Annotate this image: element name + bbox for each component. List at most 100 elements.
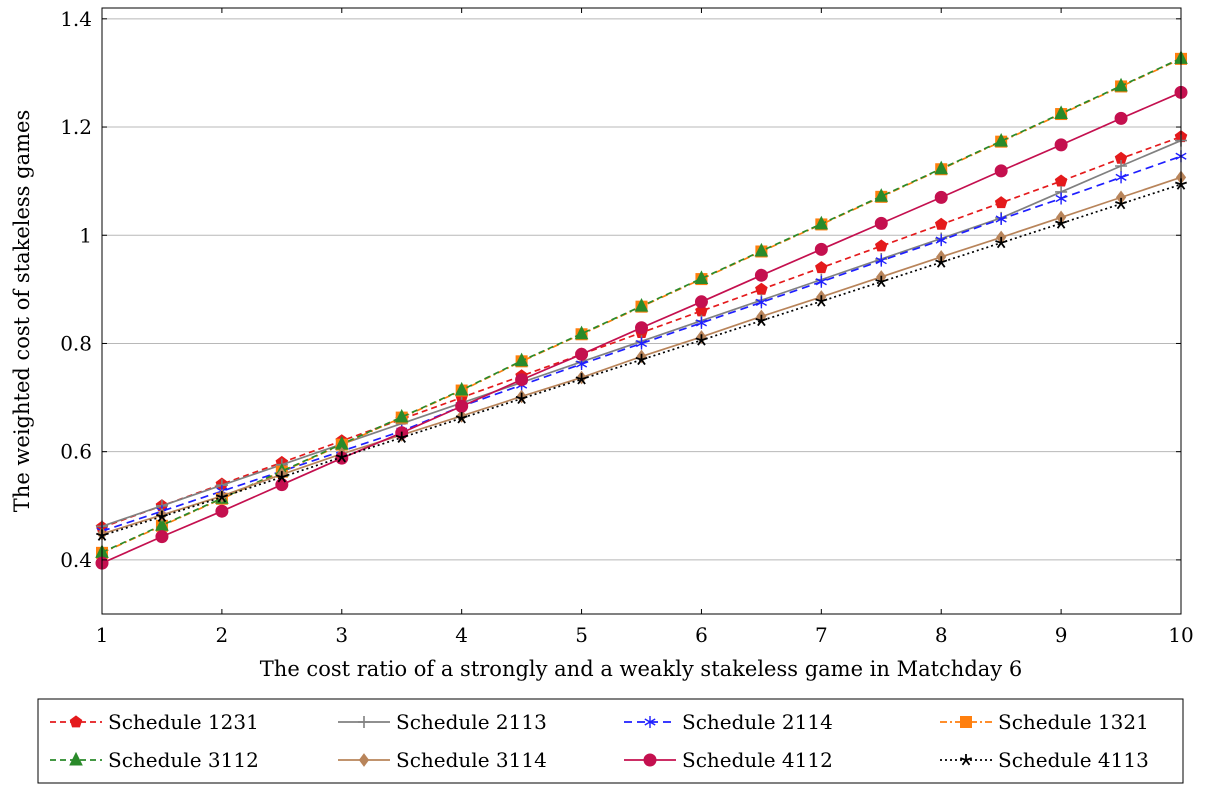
x-tick-label: 2: [216, 623, 229, 647]
data-point-schedule-4113: [215, 491, 228, 503]
legend-entry-schedule-1231: Schedule 1231: [50, 710, 259, 734]
data-point-schedule-3112: [454, 381, 469, 396]
legend-label: Schedule 3114: [396, 748, 547, 772]
legend-swatch-marker: [644, 716, 656, 728]
legend-entry-schedule-4112: Schedule 4112: [624, 748, 833, 772]
data-point-schedule-4112: [754, 268, 768, 282]
data-point-schedule-4113: [575, 373, 588, 385]
data-point-schedule-2114: [635, 337, 648, 350]
data-point-schedule-4112: [515, 373, 529, 387]
series-layer: [95, 50, 1188, 570]
data-point-schedule-3112: [574, 325, 589, 340]
data-point-schedule-2113: [1115, 159, 1128, 172]
data-point-schedule-4113: [455, 412, 468, 424]
legend-label: Schedule 4112: [682, 748, 833, 772]
data-point-schedule-4112: [1114, 111, 1128, 125]
x-tick-label: 3: [335, 623, 348, 647]
x-tick-label: 9: [1055, 623, 1068, 647]
legend-label: Schedule 2114: [682, 710, 833, 734]
series-schedule-4113: [96, 178, 1187, 541]
data-point-schedule-3112: [394, 408, 409, 423]
legend-label: Schedule 4113: [998, 748, 1149, 772]
legend-label: Schedule 3112: [108, 748, 259, 772]
plot-area-frame: [101, 7, 1182, 615]
data-point-schedule-4112: [814, 242, 828, 256]
data-point-schedule-2114: [755, 296, 767, 309]
data-point-schedule-4113: [155, 510, 168, 522]
data-point-schedule-1231: [755, 282, 768, 295]
y-axis-label: The weighted cost of stakeless games: [10, 110, 34, 512]
data-point-schedule-2114: [815, 275, 827, 288]
data-point-schedule-2114: [935, 234, 947, 247]
legend-entry-schedule-2113: Schedule 2113: [338, 710, 547, 734]
legend-entries: Schedule 1231 Schedule 2113 Schedule 2114 S…: [50, 710, 1149, 772]
x-tick-label: 5: [575, 623, 588, 647]
data-point-schedule-4112: [994, 164, 1008, 178]
data-point-schedule-4113: [515, 392, 528, 405]
x-tick-label: 10: [1168, 623, 1193, 647]
data-point-schedule-4113: [335, 451, 348, 463]
x-axis-ticks: 1 2 3 4 5 6 7 8 9 10: [96, 8, 1194, 647]
data-point-schedule-4112: [215, 504, 229, 518]
data-point-schedule-3112: [694, 270, 709, 285]
data-point-schedule-3112: [874, 188, 889, 202]
y-axis-ticks: 0.4 0.6 0.8 1 1.2 1.4: [60, 7, 1181, 572]
data-point-schedule-4112: [635, 321, 648, 335]
legend-entry-schedule-4113: Schedule 4113: [940, 748, 1149, 772]
legend-label: Schedule 1321: [998, 710, 1149, 734]
data-point-schedule-4113: [395, 431, 408, 443]
y-tick-label: 0.8: [60, 331, 92, 355]
data-point-schedule-3112: [1114, 77, 1128, 92]
x-axis-label: The cost ratio of a strongly and a weakl…: [260, 657, 1022, 681]
data-point-schedule-2114: [1055, 192, 1067, 205]
x-tick-label: 6: [695, 623, 708, 647]
data-point-schedule-2114: [695, 316, 707, 329]
data-point-schedule-4112: [455, 399, 469, 413]
legend-frame: [37, 698, 1184, 784]
legend-swatch-marker: [358, 716, 370, 728]
x-tick-label: 8: [935, 623, 948, 647]
series-schedule-3112: [95, 50, 1188, 558]
legend-swatch-marker: [358, 753, 370, 767]
legend-swatch-marker: [69, 751, 83, 766]
data-point-schedule-4113: [755, 314, 768, 327]
legend-entry-schedule-1321: Schedule 1321: [940, 710, 1149, 734]
data-point-schedule-4113: [1055, 217, 1068, 229]
y-tick-label: 0.4: [60, 548, 92, 572]
data-point-schedule-2114: [1115, 171, 1127, 184]
legend-swatch-marker: [960, 716, 972, 728]
data-point-schedule-4113: [1115, 197, 1128, 210]
x-tick-label: 4: [455, 623, 468, 647]
x-tick-label: 1: [96, 623, 109, 647]
data-point-schedule-4112: [694, 295, 708, 309]
y-tick-label: 0.6: [60, 440, 92, 464]
data-point-schedule-4112: [275, 478, 289, 492]
legend-swatch-marker: [69, 715, 83, 728]
legend-entry-schedule-3114: Schedule 3114: [338, 748, 547, 772]
data-point-schedule-4112: [575, 347, 589, 361]
data-point-schedule-4112: [874, 216, 888, 230]
data-point-schedule-2114: [995, 213, 1007, 226]
grid-lines: [102, 18, 1181, 561]
data-point-schedule-1231: [874, 239, 888, 252]
data-point-schedule-1231: [994, 196, 1008, 209]
data-point-schedule-4112: [934, 190, 948, 204]
data-point-schedule-1231: [815, 261, 828, 274]
series-schedule-4112: [95, 85, 1188, 570]
legend-entry-schedule-3112: Schedule 3112: [50, 748, 259, 772]
legend-entry-schedule-2114: Schedule 2114: [624, 710, 833, 734]
data-point-schedule-3112: [994, 132, 1008, 147]
data-point-schedule-3112: [754, 242, 769, 257]
data-point-schedule-2114: [875, 254, 887, 267]
data-point-schedule-4113: [815, 295, 828, 307]
data-point-schedule-3112: [814, 215, 829, 230]
data-point-schedule-3112: [634, 298, 649, 312]
legend: Schedule 1231 Schedule 2113 Schedule 2114 S…: [37, 698, 1184, 784]
data-point-schedule-1231: [934, 217, 948, 230]
legend-swatch-marker: [643, 753, 657, 767]
y-tick-label: 1.2: [60, 115, 92, 139]
legend-label: Schedule 2113: [396, 710, 547, 734]
data-point-schedule-4113: [875, 275, 888, 288]
legend-label: Schedule 1231: [108, 710, 259, 734]
